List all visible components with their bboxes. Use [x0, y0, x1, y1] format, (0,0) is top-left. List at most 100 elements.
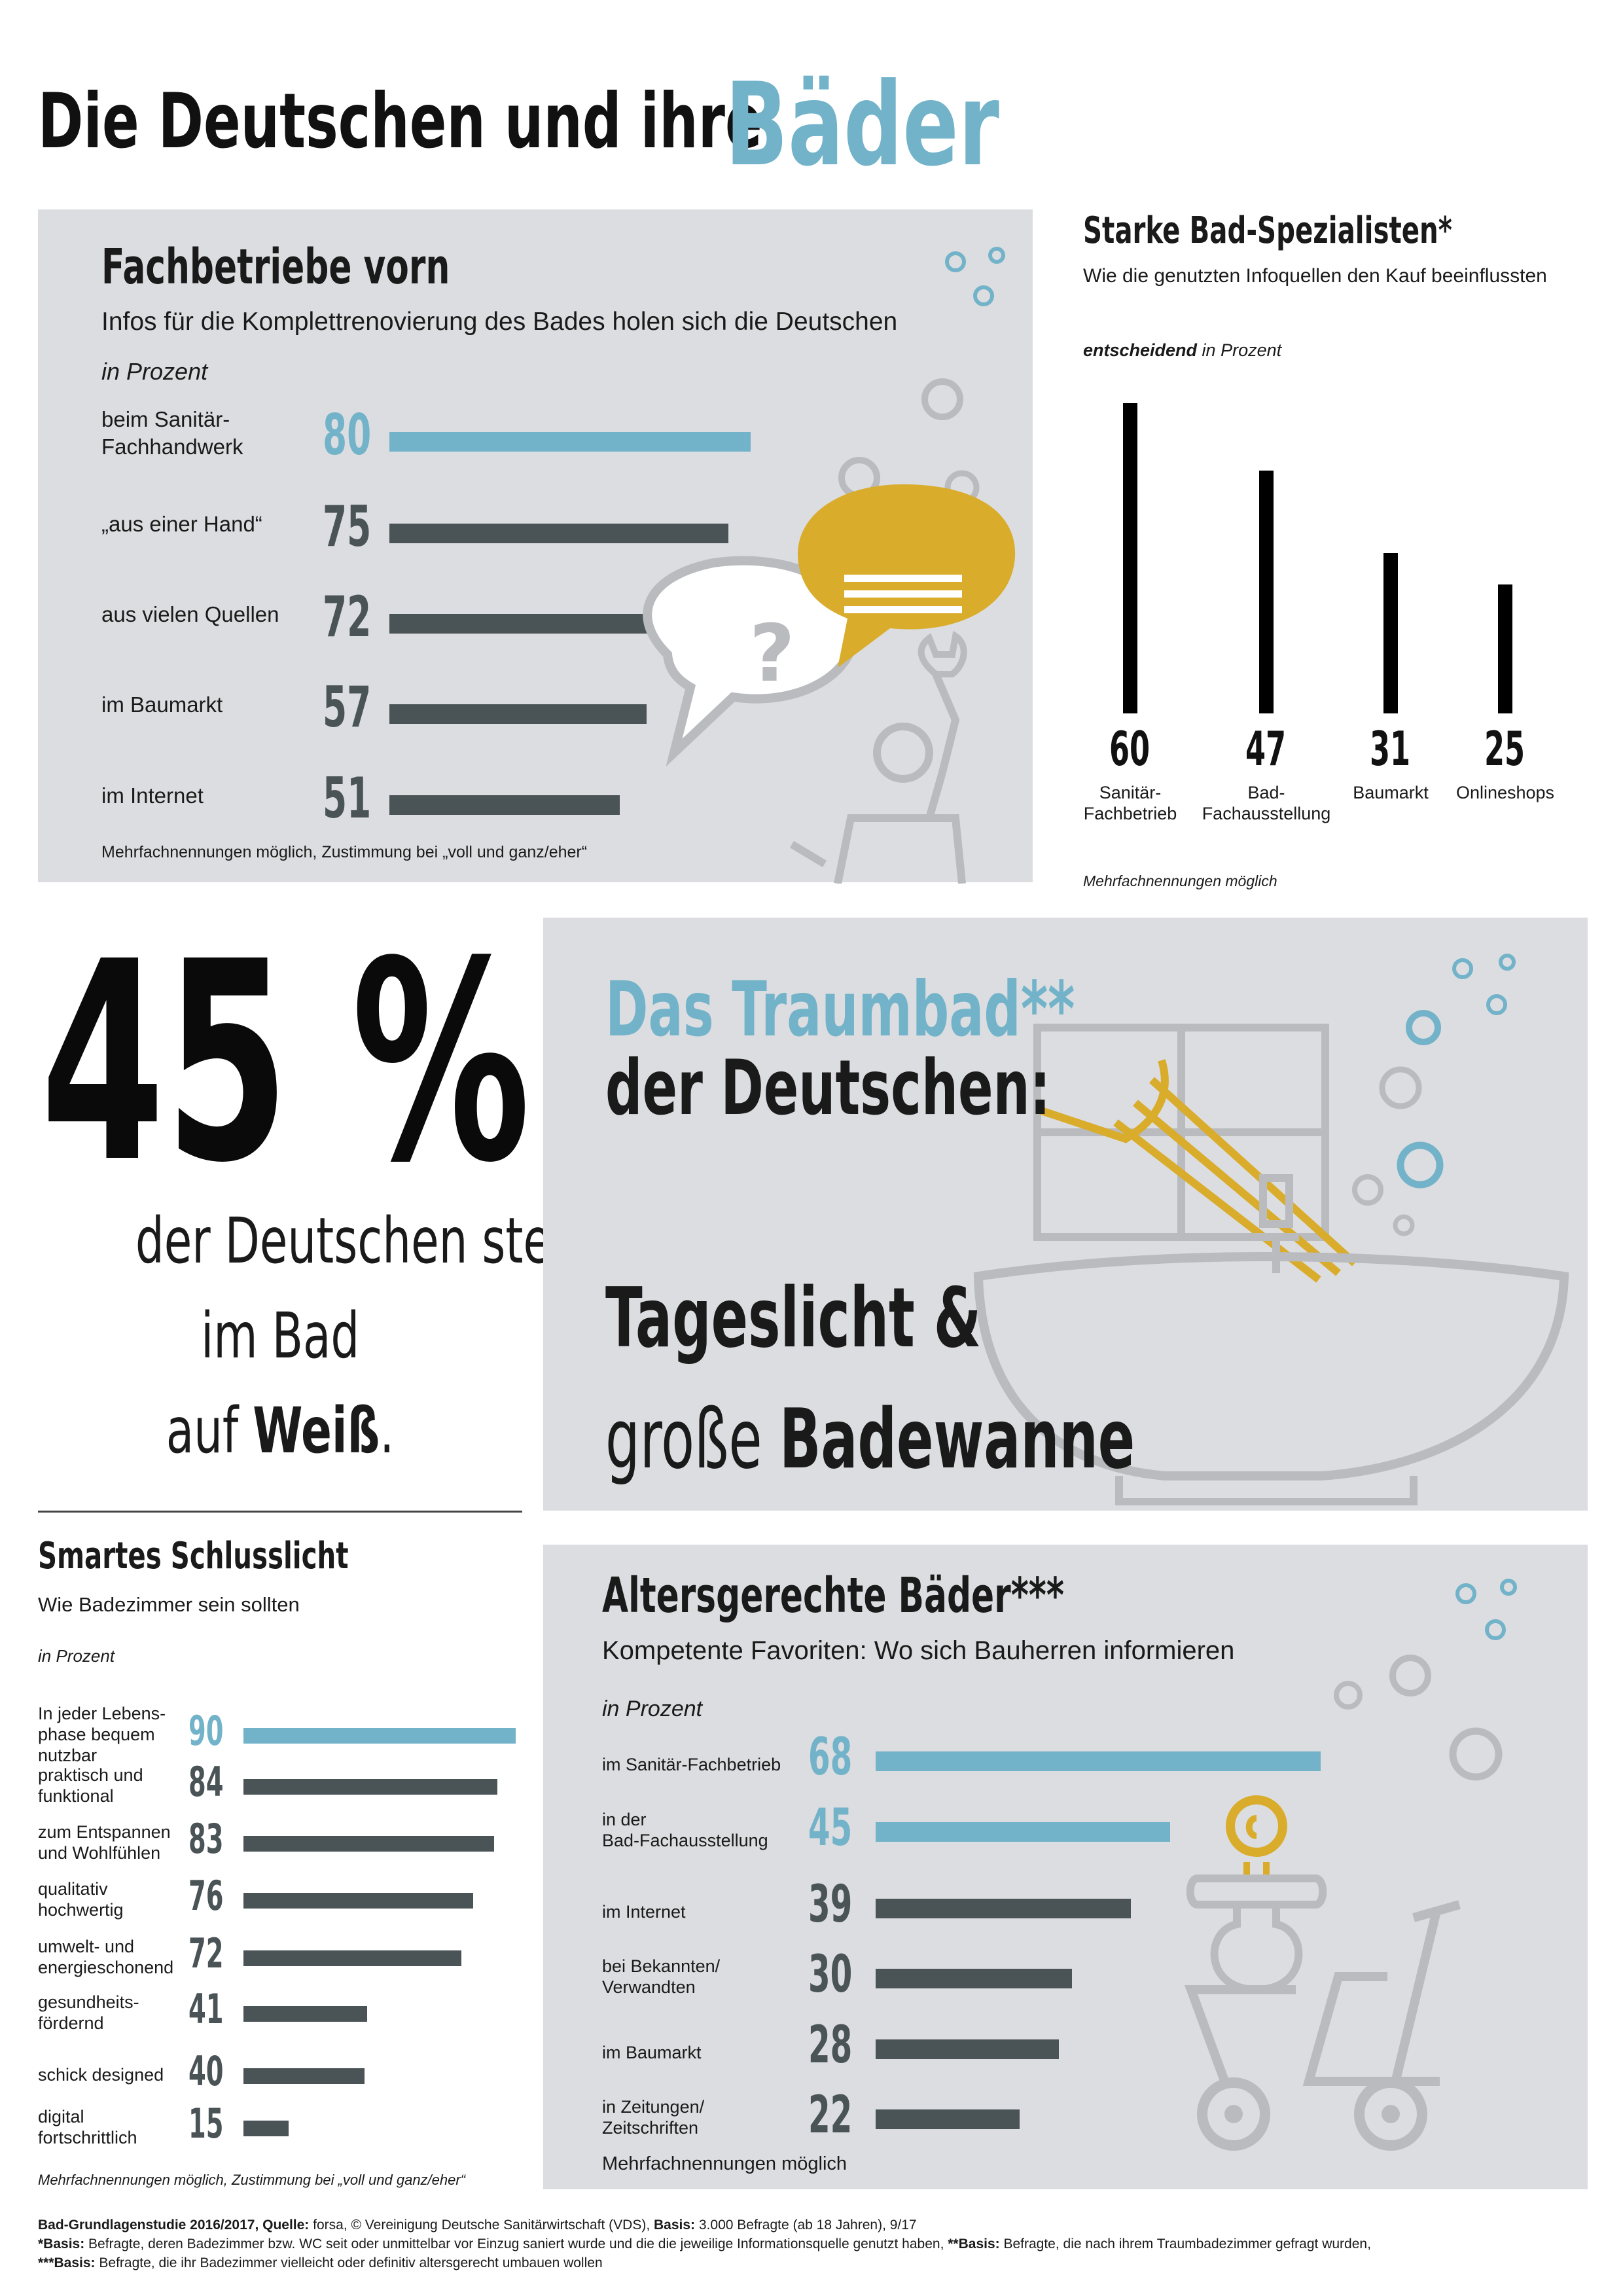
panel6-row-label: im Baumarkt [602, 2043, 702, 2062]
footer-l1-b2: Basis: [654, 2217, 696, 2233]
panel2-subtitle: Wie die genutzten Infoquellen den Kauf b… [1083, 265, 1547, 287]
panel5-row-label: energieschonend [38, 1958, 174, 1977]
footer-l2-t2: Befragte, die nach ihrem Traumbadezimmer… [999, 2236, 1371, 2251]
footer-line2: *Basis: Befragte, deren Badezimmer bzw. … [38, 2234, 1596, 2253]
panel2-bar-label: Sanitär- [1099, 783, 1162, 802]
panel5-row-label: funktional [38, 1786, 114, 1806]
panel2-bar-label: Bad- [1247, 783, 1285, 802]
panel5-bar [243, 2121, 289, 2136]
footer-l1-b1: Bad-Grundlagenstudie 2016/2017, Quelle: [38, 2217, 310, 2233]
big-stat-line3a: auf [166, 1394, 253, 1467]
panel4-title2: der Deutschen: [605, 1044, 1051, 1132]
panel1-bar [389, 432, 751, 452]
panel4-title1-wrap: Das Traumbad** [605, 965, 1296, 1054]
panel6-title: Altersgerechte Bäder*** [602, 1568, 1064, 1624]
panel2-bar-value: 25 [1484, 721, 1525, 776]
panel5-row-value: 40 [188, 2047, 224, 2095]
panel1-row-value: 51 [323, 766, 372, 831]
panel5-bar [243, 1893, 474, 1909]
panel4-line2: große Badewanne [605, 1391, 1135, 1487]
panel1-title: Fachbetriebe vorn [101, 239, 450, 295]
panel4-title1: Das Traumbad** [605, 965, 1075, 1054]
panel6-bar [876, 1751, 1321, 1771]
panel6-row-label: im Internet [602, 1902, 686, 1922]
panel5-row-label: digital [38, 2107, 84, 2126]
panel1-row-value: 57 [323, 675, 372, 740]
bathtub-illustration [973, 954, 1569, 1505]
panel1-row-value: 75 [323, 494, 372, 560]
panel6-bar [876, 1822, 1170, 1842]
panel5-bar [243, 1779, 498, 1795]
panel5-unit: in Prozent [38, 1646, 115, 1666]
panel1-unit: in Prozent [101, 358, 208, 385]
panel1-row-label: im Baumarkt [101, 692, 223, 717]
panel5-row-label: umwelt- und [38, 1937, 135, 1956]
panel1-footnote: Mehrfachnennungen möglich, Zustimmung be… [101, 843, 588, 861]
panel1-row-label: im Internet [101, 783, 204, 808]
title-part2: Bäder [725, 59, 999, 192]
panel4-line2a: große [605, 1391, 780, 1487]
panel6-subtitle: Kompetente Favoriten: Wo sich Bauherren … [602, 1636, 1235, 1665]
panel5-bar [243, 2068, 365, 2084]
panel5-row-label: nutzbar [38, 1746, 98, 1765]
panel5-bar [243, 1728, 516, 1744]
panel5-row-value: 83 [188, 1815, 224, 1863]
panel5-bar [243, 1836, 495, 1852]
panel5-row-label: praktisch und [38, 1765, 143, 1785]
panel4-line1-wrap: Tageslicht & [605, 1270, 1175, 1366]
panel6-row-label: Zeitschriften [602, 2118, 699, 2138]
panel5-row-value: 72 [188, 1929, 224, 1977]
speech-bubbles-illustration: ? [643, 378, 1016, 884]
svg-text:?: ? [749, 609, 795, 700]
panel5-row-label: fördernd [38, 2013, 104, 2033]
panel4-title2-wrap: der Deutschen: [605, 1044, 1260, 1132]
title-part1: Die Deutschen und ihre [38, 77, 762, 166]
panel2-bar-label: Fachbetrieb [1083, 804, 1177, 823]
panel5-row-label: gesundheits- [38, 1992, 139, 2012]
big-stat-wrap: 45 % [41, 926, 794, 1201]
panel1-row-value: 72 [323, 584, 372, 650]
panel4-line1: Tageslicht & [605, 1270, 982, 1366]
panel6-unit: in Prozent [602, 1696, 703, 1721]
footer-l2-t1: Befragte, deren Badezimmer bzw. WC seit … [84, 2236, 948, 2251]
panel2-bar-label: Onlineshops [1455, 783, 1555, 802]
panel2-bar-value: 47 [1245, 721, 1287, 776]
panel2-bar-label: Baumarkt [1353, 783, 1429, 802]
panel1-row-value: 80 [323, 403, 372, 468]
big-stat-line3c: . [380, 1394, 395, 1467]
panel1-bar [389, 795, 620, 815]
footer-l2-b1: *Basis: [38, 2236, 85, 2251]
panel6-row-value: 45 [808, 1799, 853, 1857]
panel5-row-label: In jeder Lebens- [38, 1704, 166, 1723]
panel5-row-label: qualitativ [38, 1879, 108, 1899]
panel5-row-label: hochwertig [38, 1900, 124, 1920]
panel2-bar [1123, 403, 1137, 713]
panel2-bar-value: 31 [1370, 721, 1411, 776]
panel5-row-value: 41 [188, 1985, 224, 2033]
panel5-footnote: Mehrfachnennungen möglich, Zustimmung be… [38, 2172, 466, 2188]
panel5-title-wrap: Smartes Schlusslicht [38, 1535, 469, 1577]
panel5-row-label: fortschrittlich [38, 2128, 137, 2147]
panel4-line2b: Badewanne [779, 1391, 1135, 1487]
panel6-footnote: Mehrfachnennungen möglich [602, 2153, 847, 2174]
panel1-row-label: Fachhandwerk [101, 435, 243, 459]
panel2-bar-label: Fachausstellung [1202, 804, 1331, 823]
panel6-row-label: Bad-Fachausstellung [602, 1831, 768, 1850]
panel5-row-label: zum Entspannen [38, 1822, 171, 1842]
panel6-row-label: bei Bekannten/ [602, 1956, 721, 1976]
big-stat-line2: im Bad [200, 1299, 360, 1372]
title-accent-wrap: Bäder [725, 59, 1106, 192]
footer-notes: Bad-Grundlagenstudie 2016/2017, Quelle: … [38, 2215, 1596, 2272]
big-stat-line3: auf Weiß. [166, 1394, 395, 1467]
panel1-bar [389, 704, 647, 724]
panel5-row-value: 15 [188, 2100, 224, 2147]
big-stat-line2-wrap: im Bad [38, 1299, 522, 1372]
panel2-bar [1259, 470, 1274, 713]
footer-l3-b1: ***Basis: [38, 2255, 96, 2270]
footer-l3-t1: Befragte, die ihr Badezimmer vielleicht … [95, 2255, 603, 2270]
footer-line1: Bad-Grundlagenstudie 2016/2017, Quelle: … [38, 2215, 1596, 2234]
panel6-row-value: 39 [808, 1875, 853, 1934]
panel6-bar [876, 2109, 1020, 2129]
panel2-footnote: Mehrfachnennungen möglich [1083, 872, 1277, 889]
panel2-bar [1383, 553, 1398, 713]
